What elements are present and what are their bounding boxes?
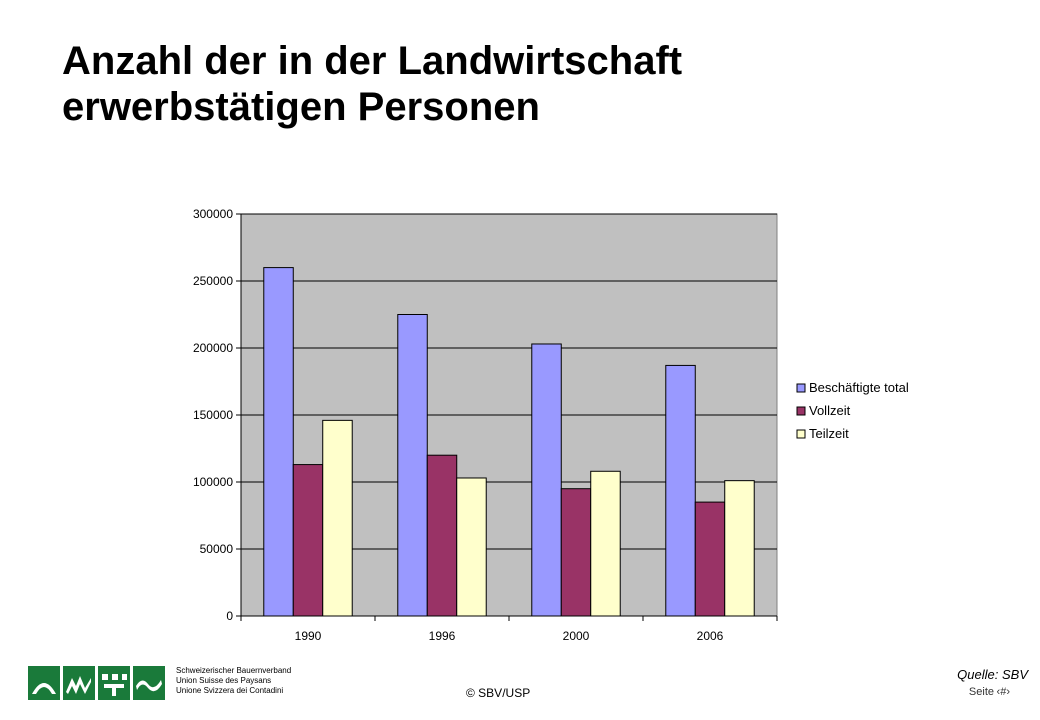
y-tick-label: 300000 bbox=[193, 207, 233, 221]
x-tick-label: 2006 bbox=[697, 629, 724, 643]
org-name-fr: Union Suisse des Paysans bbox=[176, 676, 272, 685]
organisation-names: Schweizerischer Bauernverband Union Suis… bbox=[176, 666, 291, 696]
y-tick-label: 200000 bbox=[193, 341, 233, 355]
bar-vollzeit-2000 bbox=[560, 488, 592, 617]
legend-label: Vollzeit bbox=[809, 403, 851, 418]
bar-teilzeit-2006 bbox=[724, 480, 755, 617]
bar-vollzeit-1990 bbox=[292, 464, 324, 617]
bar-teilzeit-2000 bbox=[590, 470, 621, 617]
legend-swatch bbox=[796, 406, 806, 416]
bar-besch-ftigte-total-1990 bbox=[263, 267, 294, 617]
title-line-1: Anzahl der in der Landwirtschaft bbox=[62, 39, 683, 83]
y-tick-label: 50000 bbox=[200, 542, 234, 556]
y-tick-label: 100000 bbox=[193, 475, 233, 489]
bar-teilzeit-1990 bbox=[322, 419, 353, 617]
source-note: Quelle: SBV bbox=[957, 667, 1028, 682]
bar-besch-ftigte-total-2000 bbox=[531, 343, 562, 617]
org-name-it: Unione Svizzera dei Contadini bbox=[176, 686, 284, 695]
copyright: © SBV/USP bbox=[466, 686, 531, 700]
x-tick-label: 2000 bbox=[563, 629, 590, 643]
legend-label: Teilzeit bbox=[809, 426, 849, 441]
bar-besch-ftigte-total-2006 bbox=[665, 364, 696, 617]
legend-label: Beschäftigte total bbox=[809, 380, 909, 395]
bar-vollzeit-2006 bbox=[694, 501, 726, 617]
y-tick-label: 0 bbox=[226, 609, 233, 623]
bar-besch-ftigte-total-1996 bbox=[397, 314, 428, 617]
axes: 0 50000 100000 150000 200000 250000 300000 1990… bbox=[193, 207, 778, 643]
title-line-2: erwerbstätigen Personen bbox=[62, 85, 540, 129]
legend-swatch bbox=[796, 429, 806, 439]
legend: Beschäftigte total Vollzeit Teilzeit bbox=[796, 380, 909, 441]
page-number: ‹#› bbox=[996, 686, 1010, 698]
y-tick-label: 150000 bbox=[193, 408, 233, 422]
legend-swatch bbox=[796, 383, 806, 393]
slide-title: Anzahl der in der Landwirtschaft erwerbs… bbox=[62, 38, 962, 130]
bars bbox=[263, 267, 755, 617]
sbv-logo bbox=[28, 666, 165, 700]
x-tick-label: 1990 bbox=[295, 629, 322, 643]
org-name-de: Schweizerischer Bauernverband bbox=[176, 666, 292, 675]
page-label: Seite bbox=[968, 686, 994, 698]
bar-vollzeit-1996 bbox=[426, 454, 458, 617]
y-tick-label: 250000 bbox=[193, 274, 233, 288]
bar-teilzeit-1996 bbox=[456, 477, 487, 617]
x-tick-label: 1996 bbox=[429, 629, 456, 643]
